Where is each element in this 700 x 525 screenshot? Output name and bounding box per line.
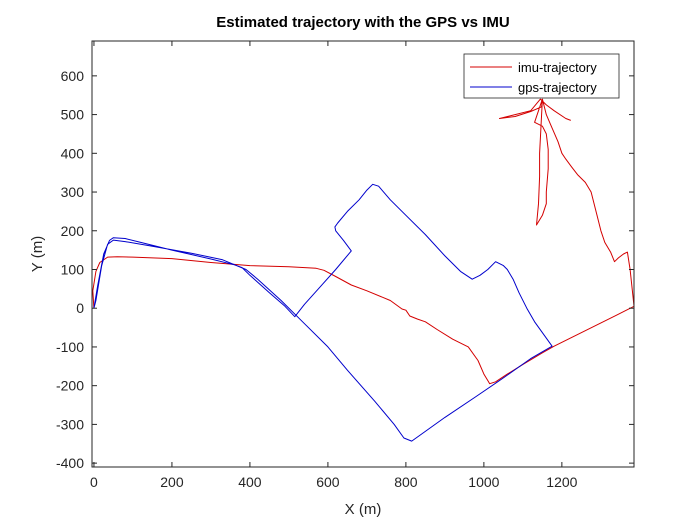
y-tick-label: 500 [61, 107, 85, 123]
ticks-layer: 0 200 400 600 800 1000 1200 -400 -300 -200 -100 0 10… [56, 41, 634, 490]
legend-label-imu: imu-trajectory [518, 60, 597, 75]
axes-box [91, 40, 635, 468]
x-tick-label: 400 [238, 474, 262, 490]
y-axis-title: Y (m) [29, 236, 46, 272]
series-line-gps-trajectory [93, 183, 553, 442]
y-tick-label: -400 [56, 455, 84, 471]
y-tick-label: 0 [76, 300, 84, 316]
series-line-imu-trajectory [92, 98, 635, 385]
y-tick-label: 300 [61, 184, 85, 200]
x-tick-label: 1000 [468, 474, 499, 490]
series-layer [92, 98, 635, 442]
x-tick-label: 1200 [546, 474, 577, 490]
legend-box [463, 53, 620, 99]
x-tick-label: 800 [394, 474, 418, 490]
x-axis-title: X (m) [345, 501, 382, 518]
y-tick-label: 100 [61, 261, 85, 277]
y-tick-label: -200 [56, 378, 84, 394]
y-tick-label: -300 [56, 416, 84, 432]
plot-area [92, 41, 634, 467]
x-tick-label: 600 [316, 474, 340, 490]
y-tick-label: -100 [56, 339, 84, 355]
y-tick-label: 200 [61, 223, 85, 239]
x-tick-label: 200 [160, 474, 184, 490]
y-tick-label: 600 [61, 68, 85, 84]
legend: imu-trajectory gps-trajectory [463, 53, 620, 99]
y-tick-label: 400 [61, 145, 85, 161]
legend-label-gps: gps-trajectory [518, 80, 597, 95]
chart-title: Estimated trajectory with the GPS vs IMU [216, 14, 509, 31]
x-tick-label: 0 [90, 474, 98, 490]
